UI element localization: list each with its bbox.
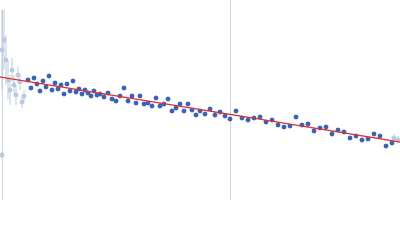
data-point (391, 135, 397, 141)
data-point (43, 84, 49, 90)
data-point (79, 91, 85, 97)
data-point (0, 152, 5, 158)
data-point (177, 101, 183, 107)
data-point (137, 93, 143, 99)
data-point (371, 131, 377, 137)
data-point (212, 112, 218, 118)
data-point (202, 111, 208, 117)
data-point (15, 72, 21, 78)
data-point (141, 101, 147, 107)
data-point (207, 106, 213, 112)
data-point (70, 78, 76, 84)
data-point (257, 114, 263, 120)
data-point (165, 96, 171, 102)
data-point (185, 101, 191, 107)
data-point (46, 73, 52, 79)
data-point (311, 128, 317, 134)
data-point (153, 95, 159, 101)
data-point (383, 143, 389, 149)
data-point (157, 103, 163, 109)
data-point (52, 80, 58, 86)
data-point (227, 116, 233, 122)
data-point (19, 99, 25, 105)
data-point (28, 85, 34, 91)
data-point (1, 37, 7, 43)
data-point (55, 86, 61, 92)
data-point (193, 112, 199, 118)
data-point (67, 88, 73, 94)
fit-line (0, 76, 400, 143)
data-point (293, 114, 299, 120)
page: {"chart_data": {"type": "scatter", "xlim… (0, 0, 400, 200)
data-point (88, 93, 94, 99)
data-point (101, 94, 107, 100)
data-point (133, 100, 139, 106)
data-point (275, 122, 281, 128)
data-point (13, 92, 19, 98)
data-point (61, 91, 67, 97)
data-point (181, 108, 187, 114)
data-point (323, 124, 329, 130)
data-point (233, 108, 239, 114)
data-point (3, 57, 9, 63)
data-point (281, 124, 287, 130)
data-point (40, 78, 46, 84)
data-point (245, 117, 251, 123)
data-point (21, 93, 27, 99)
data-point (173, 105, 179, 111)
data-point (11, 82, 17, 88)
data-point (305, 121, 311, 127)
data-point (37, 88, 43, 94)
data-point (73, 89, 79, 95)
data-point (359, 137, 365, 143)
data-point (64, 81, 70, 87)
data-point (31, 75, 37, 81)
data-point (329, 131, 335, 137)
data-point (149, 103, 155, 109)
data-point (49, 87, 55, 93)
plot-area (0, 10, 400, 158)
data-point (125, 98, 131, 104)
data-point (129, 93, 135, 99)
data-point (7, 87, 13, 93)
data-point (169, 108, 175, 114)
chart (0, 0, 400, 200)
data-point (109, 96, 115, 102)
data-point (365, 136, 371, 142)
data-point (121, 85, 127, 91)
data-point (222, 113, 228, 119)
data-point (113, 98, 119, 104)
data-point (389, 140, 395, 146)
data-point (9, 67, 15, 73)
data-point (0, 47, 5, 53)
data-point (347, 135, 353, 141)
data-point (377, 133, 383, 139)
